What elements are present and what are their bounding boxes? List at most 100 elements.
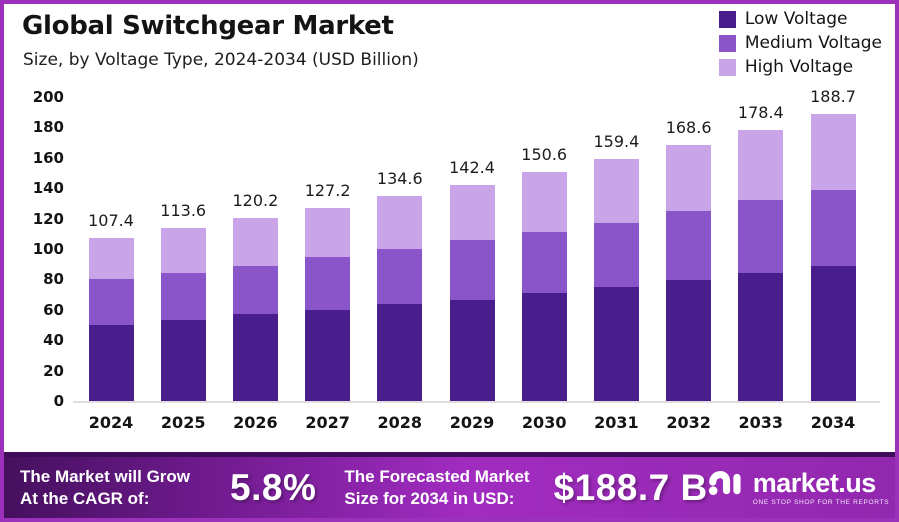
legend-swatch-medium-voltage — [718, 34, 736, 52]
forecast-value: $188.7 B — [553, 466, 708, 508]
bar-segment-high-voltage — [810, 114, 856, 190]
bar-segment-medium-voltage — [232, 265, 278, 315]
bar-total-label-2026: 120.2 — [232, 191, 279, 211]
bar-total-label-2032: 168.6 — [665, 117, 712, 137]
bar-segment-low-voltage — [810, 266, 856, 401]
bar-segment-medium-voltage — [521, 232, 567, 294]
bar-segment-low-voltage — [305, 309, 351, 401]
bar-2033 — [738, 129, 784, 401]
bar-2034 — [810, 114, 856, 401]
bar-2025 — [160, 228, 206, 401]
bar-total-label-2033: 178.4 — [737, 102, 784, 122]
y-axis-tick-60: 60 — [43, 300, 64, 319]
market-us-swirl-icon — [708, 468, 746, 507]
bar-total-label-2025: 113.6 — [160, 201, 207, 221]
x-axis-label-2025: 2025 — [160, 413, 206, 432]
y-axis-tick-180: 180 — [32, 118, 64, 137]
bar-segment-medium-voltage — [305, 256, 351, 310]
legend-swatch-high-voltage — [718, 58, 736, 76]
y-axis-tick-120: 120 — [32, 209, 64, 228]
bar-2032 — [666, 144, 712, 401]
brand-text: market.us ONE STOP SHOP FOR THE REPORTS — [752, 467, 890, 506]
forecast-label-line2: Size for 2034 in USD: — [344, 488, 515, 508]
legend-label-medium-voltage: Medium Voltage — [744, 33, 882, 53]
x-axis-label-2026: 2026 — [233, 413, 278, 432]
bar-total-label-2027: 127.2 — [304, 180, 351, 200]
bar-total-label-2031: 159.4 — [593, 131, 640, 151]
cagr-label-line2: At the CAGR of: — [20, 488, 150, 508]
bar-segment-medium-voltage — [810, 189, 856, 267]
legend-item-medium-voltage: Medium Voltage — [718, 33, 882, 53]
x-axis-label-2029: 2029 — [449, 413, 495, 432]
bar-segment-medium-voltage — [666, 210, 712, 281]
page-subtitle: Size, by Voltage Type, 2024-2034 (USD Bi… — [23, 50, 419, 70]
bar-total-label-2030: 150.6 — [521, 145, 568, 165]
cagr-label: The Market will Grow At the CAGR of: — [20, 466, 190, 509]
x-axis-label-2031: 2031 — [594, 413, 639, 432]
bar-2028 — [377, 196, 423, 401]
bar-segment-low-voltage — [88, 324, 134, 401]
y-axis-tick-140: 140 — [32, 179, 64, 198]
x-axis-line — [73, 401, 880, 403]
y-axis-tick-160: 160 — [32, 148, 64, 167]
bar-2029 — [449, 184, 495, 401]
bar-segment-high-voltage — [377, 196, 423, 249]
x-axis-label-2032: 2032 — [666, 413, 711, 432]
x-axis-label-2033: 2033 — [738, 413, 784, 432]
brand-tagline: ONE STOP SHOP FOR THE REPORTS — [752, 498, 890, 506]
x-axis-label-2030: 2030 — [521, 413, 567, 432]
legend-label-low-voltage: Low Voltage — [744, 9, 848, 29]
legend-item-low-voltage: Low Voltage — [718, 9, 882, 29]
bar-segment-low-voltage — [593, 286, 639, 401]
y-axis-tick-200: 200 — [32, 88, 64, 106]
bar-segment-high-voltage — [305, 207, 351, 257]
footer-banner: The Market will Grow At the CAGR of: 5.8… — [4, 452, 895, 518]
legend-swatch-low-voltage — [718, 10, 736, 28]
forecast-label-line1: The Forecasted Market — [344, 467, 530, 487]
bar-segment-medium-voltage — [88, 279, 134, 325]
bar-segment-low-voltage — [666, 280, 712, 401]
bar-segment-medium-voltage — [449, 239, 495, 300]
bar-segment-high-voltage — [666, 144, 712, 211]
legend-label-high-voltage: High Voltage — [744, 57, 854, 77]
y-axis-tick-0: 0 — [53, 392, 64, 410]
stacked-bar-chart: 0 20 40 60 80 100 120 140 160 180 200 107.4 2024 113.… — [4, 4, 895, 518]
brand-name: market.us — [752, 467, 877, 498]
bar-segment-low-voltage — [232, 314, 278, 401]
bar-segment-high-voltage — [593, 158, 639, 224]
legend-item-high-voltage: High Voltage — [718, 57, 882, 77]
bar-2027 — [305, 207, 351, 401]
bar-total-label-2034: 188.7 — [810, 87, 856, 107]
bar-total-label-2028: 134.6 — [376, 169, 423, 189]
bar-2024 — [88, 237, 134, 401]
bar-segment-high-voltage — [738, 129, 784, 201]
x-axis-label-2024: 2024 — [88, 413, 134, 432]
bar-segment-low-voltage — [377, 303, 423, 401]
cagr-label-line1: The Market will Grow — [20, 467, 191, 487]
brand-logo: market.us ONE STOP SHOP FOR THE REPORTS — [708, 468, 889, 507]
bar-segment-low-voltage — [160, 320, 206, 401]
bar-segment-low-voltage — [738, 273, 784, 401]
y-axis-tick-20: 20 — [43, 361, 64, 380]
y-axis-tick-80: 80 — [43, 270, 64, 289]
bar-segment-high-voltage — [88, 237, 134, 280]
bar-segment-medium-voltage — [593, 223, 639, 287]
legend: Low Voltage Medium Voltage High Voltage — [718, 9, 882, 77]
bar-segment-medium-voltage — [738, 200, 784, 274]
y-axis-tick-100: 100 — [32, 240, 64, 258]
bar-segment-medium-voltage — [160, 273, 206, 321]
bar-2026 — [232, 218, 278, 401]
forecast-label: The Forecasted Market Size for 2034 in U… — [344, 466, 529, 509]
bar-segment-high-voltage — [160, 228, 206, 274]
x-axis-label-2027: 2027 — [305, 413, 350, 432]
bar-total-label-2029: 142.4 — [449, 157, 495, 177]
bar-segment-high-voltage — [232, 218, 278, 266]
bar-2031 — [593, 158, 639, 401]
y-axis-tick-40: 40 — [43, 331, 64, 350]
bar-segment-high-voltage — [521, 172, 567, 233]
bar-segment-low-voltage — [449, 299, 495, 401]
x-axis-label-2034: 2034 — [810, 413, 856, 432]
cagr-value: 5.8% — [230, 466, 317, 508]
bar-segment-high-voltage — [449, 184, 495, 240]
